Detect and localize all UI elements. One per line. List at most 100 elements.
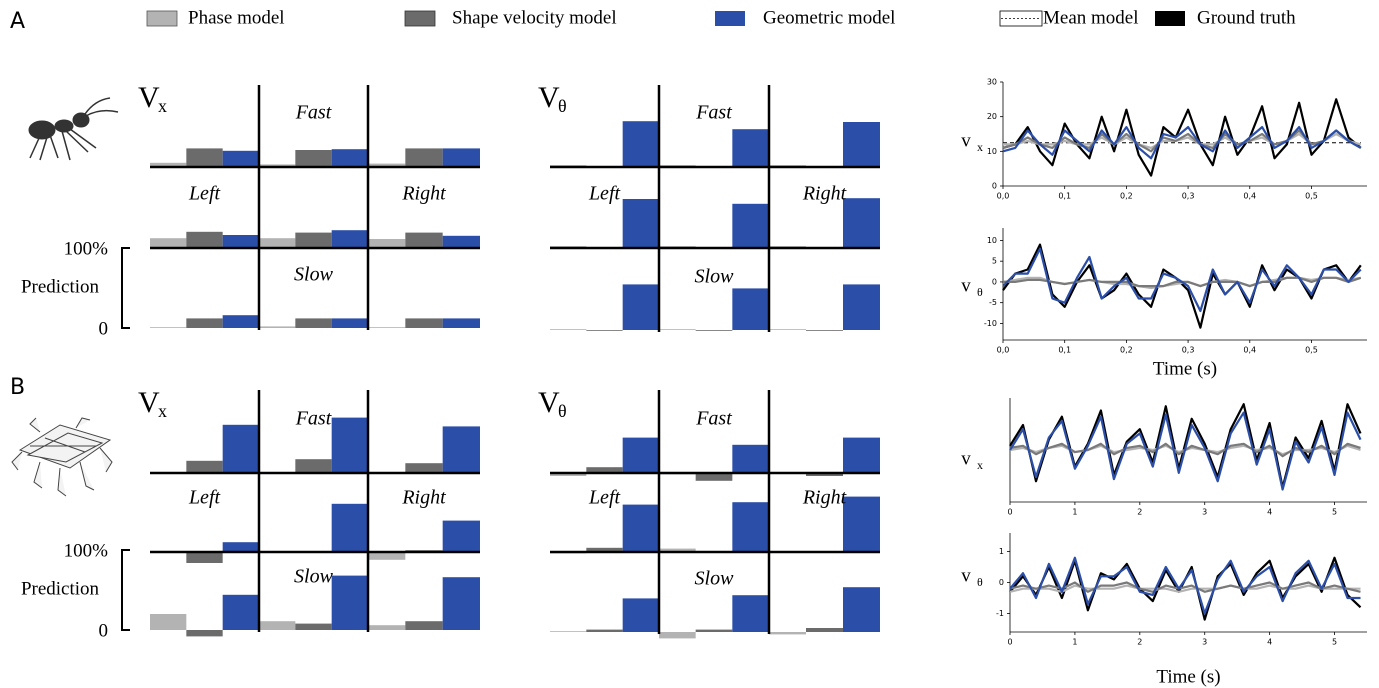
chart-title-subscript: θ: [558, 401, 567, 421]
x-tick-label: 1: [1072, 638, 1077, 647]
cell-label: Fast: [295, 408, 332, 430]
x-tick-label: 3: [1202, 638, 1207, 647]
bar: [843, 497, 880, 551]
x-tick-label: 5: [1332, 508, 1337, 517]
bar: [443, 148, 480, 166]
bar: [150, 163, 186, 166]
x-tick-label: 0,2: [1120, 192, 1133, 201]
x-tick-label: 4: [1267, 508, 1272, 517]
x-tick-label: 0: [1007, 508, 1012, 517]
y-tick-label: 10: [987, 236, 997, 245]
y-tick-label: -10: [984, 319, 997, 328]
bar: [150, 238, 186, 247]
bar: [623, 199, 659, 247]
bar: [696, 630, 733, 632]
robot-illustration: [12, 418, 112, 496]
cell-label: Right: [401, 183, 446, 205]
chart-title: V: [538, 81, 560, 114]
x-tick-label: 5: [1332, 638, 1337, 647]
y-axis-label: v: [961, 275, 971, 296]
cell-label: Right: [802, 183, 847, 205]
bar: [295, 318, 331, 328]
bar: [223, 425, 259, 472]
x-tick-label: 0: [1007, 638, 1012, 647]
x-tick-label: 0,3: [1182, 346, 1195, 355]
cell-label: Right: [802, 487, 847, 509]
bar: [769, 329, 806, 330]
bar: [259, 621, 295, 630]
chart-title: V: [138, 81, 160, 114]
cell-label: Fast: [295, 102, 332, 124]
bar: [259, 238, 295, 247]
cell-label: Fast: [695, 102, 732, 124]
x-tick-label: 0,1: [1058, 346, 1071, 355]
x-tick-label: 1: [1072, 508, 1077, 517]
y-tick-label: 5: [992, 257, 997, 266]
bar: [223, 595, 259, 630]
x-tick-label: 0,5: [1305, 346, 1318, 355]
cell-label: Slow: [294, 264, 334, 286]
y-axis-label: v: [961, 565, 971, 586]
bar: [732, 445, 769, 472]
cell-label: Slow: [695, 568, 735, 590]
bar: [332, 576, 368, 630]
bar: [295, 624, 331, 630]
bar: [186, 630, 222, 636]
bar: [186, 318, 222, 328]
bar: [186, 148, 222, 166]
bar: [586, 330, 622, 331]
x-tick-label: 0,1: [1058, 192, 1071, 201]
bar: [223, 151, 259, 166]
bar: [732, 595, 769, 632]
panel-label: A: [10, 9, 25, 34]
cell-label: Left: [188, 487, 221, 509]
legend-swatch: [1155, 11, 1185, 26]
bar: [368, 164, 405, 166]
bar: [295, 459, 331, 472]
bar: [623, 121, 659, 166]
bar: [223, 542, 259, 551]
bar: [623, 505, 659, 551]
legend-swatch: [405, 11, 435, 26]
bar: [368, 327, 405, 328]
legend-label: Geometric model: [763, 7, 895, 28]
cell-label: Left: [188, 183, 221, 205]
y-tick-label: 30: [987, 78, 997, 87]
legend: Phase model Shape velocity model Geometr…: [147, 7, 1296, 28]
bar: [659, 549, 696, 551]
legend-swatch: [147, 11, 177, 26]
bar: [332, 318, 368, 328]
bar: [586, 467, 622, 472]
x-tick-label: 0,3: [1182, 192, 1195, 201]
bar: [295, 233, 331, 247]
legend-label: Shape velocity model: [452, 7, 617, 28]
ant-illustration: [29, 98, 118, 160]
y-axis-label: v: [961, 130, 971, 151]
bar: [405, 233, 442, 247]
bar: [659, 329, 696, 330]
y-axis-label-subscript: θ: [977, 285, 983, 299]
bar: [150, 327, 186, 328]
x-tick-label: 4: [1267, 638, 1272, 647]
chart-title: V: [538, 386, 560, 419]
bar: [659, 632, 696, 638]
bar: [623, 598, 659, 632]
legend-label: Mean model: [1043, 7, 1139, 28]
figure: A B Phase model Shape velocity model Geo…: [0, 0, 1379, 688]
y-axis-label-subscript: x: [977, 140, 983, 154]
x-tick-label: 0,5: [1305, 192, 1318, 201]
bar: [696, 330, 733, 331]
bar: [806, 330, 843, 331]
bar: [443, 318, 480, 328]
bar: [806, 628, 843, 632]
bar: [368, 239, 405, 247]
y-tick-label: 0: [992, 182, 997, 191]
bar: [223, 235, 259, 247]
chart-title-subscript: x: [158, 401, 167, 421]
chart-title-subscript: θ: [558, 96, 567, 116]
y-axis-label-subscript: x: [977, 458, 983, 472]
y-axis-label-subscript: θ: [977, 575, 983, 589]
cell-label: Fast: [695, 408, 732, 430]
bar: [332, 418, 368, 472]
bar: [332, 504, 368, 551]
